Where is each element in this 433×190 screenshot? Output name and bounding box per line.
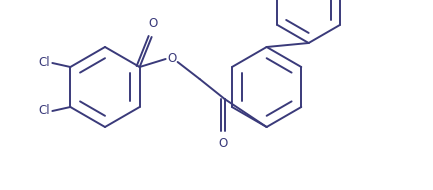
Text: Cl: Cl [39,56,50,70]
Text: O: O [148,17,157,30]
Text: Cl: Cl [39,105,50,117]
Text: O: O [167,52,176,66]
Text: O: O [218,137,227,150]
